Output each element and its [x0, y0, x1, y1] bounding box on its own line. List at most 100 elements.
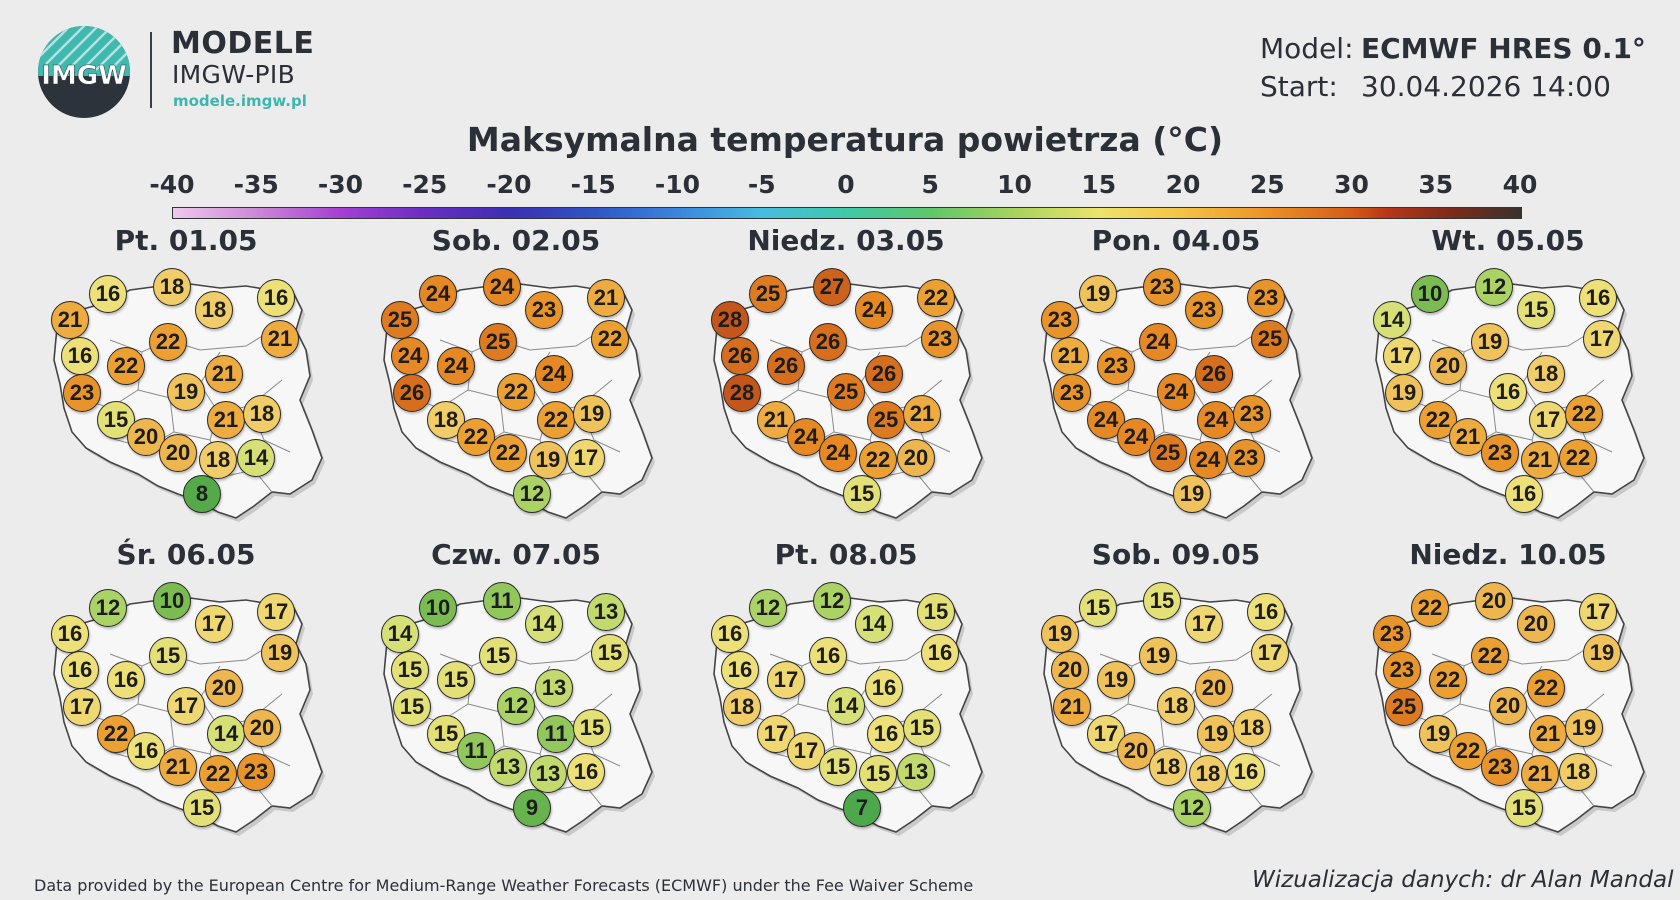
day-title: Sob. 09.05: [1091, 538, 1261, 571]
temperature-marker: 16: [1489, 373, 1527, 411]
temperature-marker: 20: [1195, 669, 1233, 707]
temperature-marker: 16: [809, 637, 847, 675]
temperature-marker: 22: [1449, 732, 1487, 770]
temperature-marker: 15: [427, 715, 465, 753]
temperature-marker: 21: [205, 355, 243, 393]
temperature-marker: 16: [867, 715, 905, 753]
temperature-marker: 19: [1197, 715, 1235, 753]
temperature-marker: 20: [1517, 605, 1555, 643]
temperature-marker: 25: [381, 301, 419, 339]
temperature-marker: 24: [1189, 441, 1227, 479]
temperature-marker: 15: [391, 651, 429, 689]
temperature-marker: 23: [1373, 615, 1411, 653]
temperature-marker: 13: [489, 748, 527, 786]
temperature-marker: 18: [243, 395, 281, 433]
temperature-marker: 9: [513, 789, 551, 827]
brand-subtitle: IMGW-PIB: [172, 60, 296, 89]
temperature-marker: 12: [749, 589, 787, 627]
temperature-marker: 22: [149, 323, 187, 361]
temperature-marker: 8: [183, 475, 221, 513]
temperature-marker: 20: [205, 669, 243, 707]
temperature-marker: 19: [1173, 475, 1211, 513]
temperature-marker: 18: [1559, 753, 1597, 791]
temperature-marker: 17: [787, 732, 825, 770]
temperature-marker: 12: [1475, 268, 1513, 306]
temperature-marker: 21: [1521, 755, 1559, 793]
temperature-marker: 21: [587, 279, 625, 317]
temperature-marker: 26: [767, 347, 805, 385]
temperature-marker: 23: [1097, 347, 1135, 385]
temperature-marker: 17: [1383, 337, 1421, 375]
temperature-marker: 13: [587, 593, 625, 631]
temperature-marker: 23: [1053, 374, 1091, 412]
temperature-marker: 22: [1565, 395, 1603, 433]
temperature-colorbar: [172, 207, 1522, 219]
temperature-marker: 22: [917, 279, 955, 317]
temperature-marker: 14: [525, 605, 563, 643]
temperature-marker: 24: [419, 275, 457, 313]
temperature-marker: 21: [51, 301, 89, 339]
temperature-marker: 21: [1051, 337, 1089, 375]
data-attribution: Data provided by the European Centre for…: [34, 876, 974, 895]
colorbar-tick-label: -25: [402, 170, 448, 199]
temperature-marker: 17: [1251, 634, 1289, 672]
temperature-marker: 19: [1385, 374, 1423, 412]
temperature-marker: 19: [1471, 323, 1509, 361]
temperature-marker: 23: [1233, 395, 1271, 433]
temperature-marker: 25: [1251, 320, 1289, 358]
temperature-marker: 20: [243, 709, 281, 747]
day-title: Wt. 05.05: [1431, 224, 1585, 257]
temperature-marker: 24: [535, 355, 573, 393]
temperature-marker: 21: [1529, 715, 1567, 753]
temperature-marker: 17: [767, 661, 805, 699]
day-title: Czw. 07.05: [431, 538, 601, 571]
chart-title: Maksymalna temperatura powietrza (°C): [466, 120, 1224, 159]
temperature-marker: 15: [1517, 291, 1555, 329]
temperature-marker: 15: [1079, 589, 1117, 627]
brand-divider: [150, 32, 152, 108]
temperature-marker: 17: [257, 593, 295, 631]
temperature-marker: 18: [1157, 687, 1195, 725]
temperature-marker: 18: [723, 688, 761, 726]
temperature-marker: 13: [529, 755, 567, 793]
colorbar-tick-label: -10: [654, 170, 701, 199]
temperature-marker: 17: [167, 687, 205, 725]
colorbar-tick-label: -40: [149, 170, 195, 199]
temperature-marker: 24: [391, 337, 429, 375]
temperature-marker: 22: [859, 441, 897, 479]
temperature-marker: 23: [525, 291, 563, 329]
temperature-marker: 13: [535, 669, 573, 707]
temperature-marker: 10: [1411, 275, 1449, 313]
temperature-marker: 24: [437, 347, 475, 385]
temperature-marker: 12: [813, 582, 851, 620]
temperature-marker: 15: [903, 709, 941, 747]
temperature-marker: 18: [1149, 748, 1187, 786]
temperature-marker: 28: [723, 374, 761, 412]
temperature-marker: 21: [159, 748, 197, 786]
temperature-marker: 14: [827, 687, 865, 725]
colorbar-tick-label: 35: [1418, 170, 1454, 199]
temperature-marker: 22: [457, 418, 495, 456]
temperature-marker: 22: [591, 320, 629, 358]
temperature-marker: 16: [89, 275, 127, 313]
temperature-marker: 19: [1139, 637, 1177, 675]
brand-url-link[interactable]: modele.imgw.pl: [173, 92, 307, 110]
temperature-marker: 26: [809, 323, 847, 361]
temperature-marker: 16: [61, 651, 99, 689]
temperature-marker: 15: [917, 593, 955, 631]
temperature-marker: 23: [237, 753, 275, 791]
start-label: Start:: [1260, 70, 1338, 103]
temperature-marker: 16: [721, 651, 759, 689]
temperature-marker: 24: [1139, 323, 1177, 361]
temperature-marker: 21: [207, 401, 245, 439]
temperature-marker: 18: [199, 441, 237, 479]
temperature-marker: 24: [1157, 373, 1195, 411]
temperature-marker: 20: [1051, 651, 1089, 689]
temperature-marker: 22: [199, 755, 237, 793]
temperature-marker: 23: [1185, 291, 1223, 329]
temperature-marker: 15: [149, 637, 187, 675]
temperature-marker: 24: [1197, 401, 1235, 439]
temperature-marker: 24: [855, 291, 893, 329]
temperature-marker: 16: [711, 615, 749, 653]
temperature-marker: 25: [479, 323, 517, 361]
